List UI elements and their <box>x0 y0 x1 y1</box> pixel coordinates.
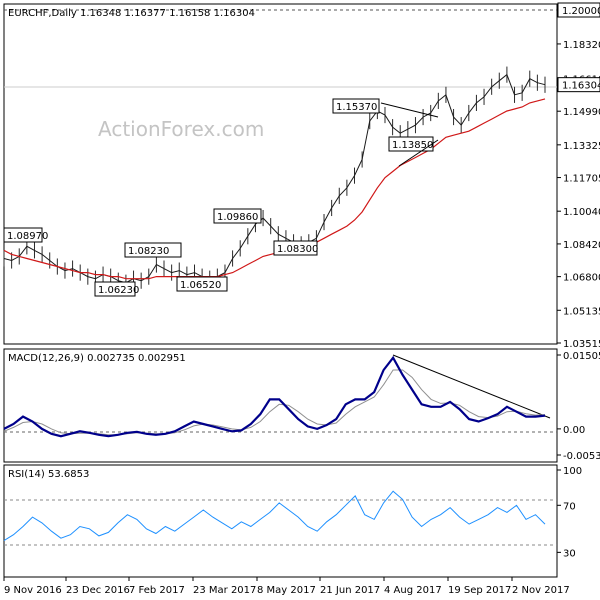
price-y-tick-label: 1.11705 <box>563 174 600 185</box>
x-tick-label: 7 Feb 2017 <box>129 585 185 596</box>
price-y-tick-label: 1.05135 <box>563 306 600 317</box>
x-tick-label: 2 Nov 2017 <box>512 585 570 596</box>
rsi-y-tick-label: 70 <box>563 501 576 512</box>
x-tick-label: 23 Dec 2016 <box>66 585 130 596</box>
x-tick-label: 8 May 2017 <box>257 585 316 596</box>
price-annotation-box <box>176 276 228 292</box>
price-y-tick-label: 1.06800 <box>563 273 600 284</box>
price-y-tick-label: 1.08420 <box>563 240 600 251</box>
price-annotation-label: 1.06520 <box>180 280 221 291</box>
macd-line <box>3 355 546 438</box>
price-annotation-label: 1.06230 <box>98 285 139 296</box>
price-annotation-label: 1.08970 <box>7 231 48 242</box>
macd-series <box>3 355 546 438</box>
price-annotation-label: 1.08230 <box>128 246 169 257</box>
top-level-label: 1.20000 <box>562 6 600 17</box>
main-panel-frame <box>3 3 558 345</box>
rsi-series <box>3 490 546 542</box>
price-y-tick-label: 1.14990 <box>563 107 600 118</box>
macd-trendline <box>392 354 551 419</box>
rsi-y-tick-label: 100 <box>563 466 582 477</box>
x-tick-label: 9 Nov 2016 <box>4 585 62 596</box>
price-annotation-label: 1.15370 <box>336 102 377 113</box>
macd-y-tick-label: 0.015052 <box>563 351 600 362</box>
price-y-ticks: 1.200001.183201.166101.149901.133251.117… <box>557 2 600 350</box>
macd-panel-frame <box>3 348 558 463</box>
rsi-y-ticks: 100 70 30 <box>557 466 582 559</box>
price-annotation-box <box>213 208 262 224</box>
price-y-tick-label: 1.18320 <box>563 40 600 51</box>
rsi-line <box>3 490 546 542</box>
x-axis-ticks: 9 Nov 2016 23 Dec 2016 7 Feb 2017 23 Mar 20… <box>3 577 570 596</box>
macd-y-tick-label: 0.00 <box>563 425 585 436</box>
top-level-box <box>557 2 600 18</box>
price-annotation-box <box>273 240 318 256</box>
triangle-upper-trendline <box>380 102 439 118</box>
price-y-tick-label: 1.10040 <box>563 207 600 218</box>
price-annotations: 1.08970 1.08230 1.06230 1.06520 1.09860 1.083… <box>3 98 434 297</box>
x-tick-label: 21 Jun 2017 <box>320 585 380 596</box>
chart-title: EURCHF,Daily 1.16348 1.16377 1.16158 1.1… <box>8 8 255 19</box>
watermark: ActionForex.com <box>98 117 264 141</box>
price-annotation-box <box>3 227 43 243</box>
macd-title: MACD(12,26,9) 0.002735 0.002951 <box>8 353 186 364</box>
current-price-box <box>557 77 600 93</box>
triangle-lower-trendline <box>398 139 439 167</box>
rsi-panel-frame <box>3 464 558 578</box>
price-annotation-label: 1.08300 <box>277 244 318 255</box>
rsi-y-tick-label: 30 <box>563 548 576 559</box>
price-annotation-box <box>94 281 136 297</box>
price-annotation-box <box>388 136 434 152</box>
macd-y-ticks: 0.015052 0.00 -0.005321 <box>557 351 600 462</box>
macd-y-tick-label: -0.005321 <box>563 451 600 462</box>
price-y-tick-label: 1.03515 <box>563 339 600 350</box>
x-tick-label: 4 Aug 2017 <box>384 585 442 596</box>
price-y-tick-label: 1.13325 <box>563 141 600 152</box>
price-line <box>3 73 546 284</box>
price-annotation-label: 1.13850 <box>392 140 433 151</box>
price-annotation-box <box>124 242 182 258</box>
current-price-label: 1.16304 <box>562 81 600 92</box>
trendlines <box>380 102 551 419</box>
price-annotation-label: 1.09860 <box>217 212 258 223</box>
x-tick-label: 19 Sep 2017 <box>448 585 511 596</box>
price-annotation-box <box>332 98 380 114</box>
rsi-title: RSI(14) 53.6853 <box>8 469 89 480</box>
x-tick-label: 23 Mar 2017 <box>193 585 256 596</box>
